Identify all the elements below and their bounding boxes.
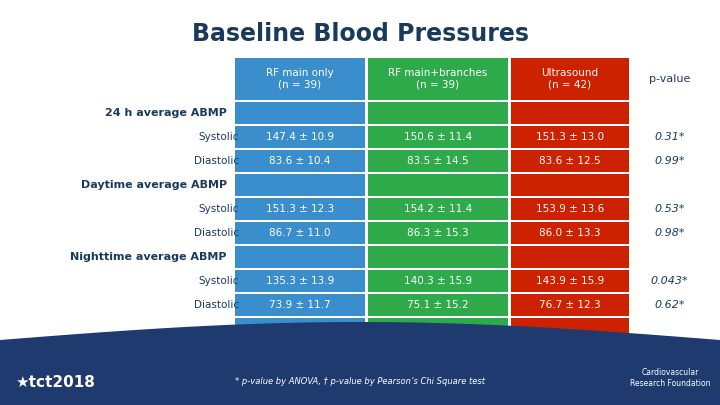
Bar [368,318,508,340]
Text: Diastolic: Diastolic [194,300,239,310]
Bar [235,126,365,148]
Bar [368,102,508,124]
Text: 135.3 ± 13.9: 135.3 ± 13.9 [266,276,334,286]
Bar [0,340,720,405]
Text: 22 (56): 22 (56) [419,348,457,358]
Bar [511,174,629,196]
Text: 0.99*: 0.99* [654,156,685,166]
Text: 151.3 ± 13.0: 151.3 ± 13.0 [536,132,604,142]
Bar [511,294,629,316]
Bar [235,342,365,364]
Bar [368,58,508,100]
Text: 140.3 ± 15.9: 140.3 ± 15.9 [404,276,472,286]
Bar [368,126,508,148]
Bar [368,270,508,292]
Bar [511,270,629,292]
Bar [511,246,629,268]
Bar [511,222,629,244]
Text: 86.0 ± 13.3: 86.0 ± 13.3 [539,228,600,238]
Text: 20 (48): 20 (48) [552,348,589,358]
Bar [511,342,629,364]
Polygon shape [0,322,720,405]
Bar [368,342,508,364]
Text: 0.62*: 0.62* [654,300,685,310]
Text: 83.6 ± 12.5: 83.6 ± 12.5 [539,156,600,166]
Text: Baseline Blood Pressures: Baseline Blood Pressures [192,22,528,46]
Text: 0.53*: 0.53* [654,204,685,214]
Text: Systolic: Systolic [199,204,239,214]
Text: 86.3 ± 15.3: 86.3 ± 15.3 [408,228,469,238]
Bar [368,222,508,244]
Text: Systolic: Systolic [199,132,239,142]
Text: 153.9 ± 13.6: 153.9 ± 13.6 [536,204,604,214]
Text: RF main+branches
(n = 39): RF main+branches (n = 39) [388,68,487,90]
Bar [511,58,629,100]
Bar [235,174,365,196]
Text: Diastolic: Diastolic [194,228,239,238]
Text: Systolic: Systolic [199,276,239,286]
Bar [235,58,365,100]
Text: p-value: p-value [649,74,690,84]
Bar [235,198,365,220]
Text: 143.9 ± 15.9: 143.9 ± 15.9 [536,276,604,286]
Text: 0.043*: 0.043* [651,276,688,286]
Bar [235,222,365,244]
Bar [235,294,365,316]
Bar [235,318,365,340]
Text: Daytime average ABMP: Daytime average ABMP [81,180,227,190]
Text: Cardiovascular
Research Foundation: Cardiovascular Research Foundation [630,368,710,388]
Text: 86.7 ± 11.0: 86.7 ± 11.0 [269,228,330,238]
Bar [511,198,629,220]
Text: 151.3 ± 12.3: 151.3 ± 12.3 [266,204,334,214]
Bar [235,150,365,172]
Bar [511,126,629,148]
Text: 73.9 ± 11.7: 73.9 ± 11.7 [269,300,330,310]
Bar [235,270,365,292]
Text: 75.1 ± 15.2: 75.1 ± 15.2 [408,300,469,310]
Text: 0.98*: 0.98* [654,228,685,238]
Text: Nighttime average ABMP: Nighttime average ABMP [71,252,227,262]
Text: * p-value by ANOVA, † p-value by Pearson’s Chi Square test: * p-value by ANOVA, † p-value by Pearson… [235,377,485,386]
Text: Ultrasound
(n = 42): Ultrasound (n = 42) [541,68,598,90]
Bar [235,246,365,268]
Text: 150.6 ± 11.4: 150.6 ± 11.4 [404,132,472,142]
Bar [511,150,629,172]
Bar [511,318,629,340]
Text: 24 h average ABMP: 24 h average ABMP [105,108,227,118]
Text: 154.2 ± 11.4: 154.2 ± 11.4 [404,204,472,214]
Text: Diastolic: Diastolic [194,156,239,166]
Bar [368,174,508,196]
Text: 20 (51): 20 (51) [282,348,319,358]
Text: 83.6 ± 10.4: 83.6 ± 10.4 [269,156,330,166]
Text: 83.5 ± 14.5: 83.5 ± 14.5 [408,156,469,166]
Text: 76.7 ± 12.3: 76.7 ± 12.3 [539,300,600,310]
Text: 0.31*: 0.31* [654,132,685,142]
Bar [511,102,629,124]
Text: 0.73†: 0.73† [654,348,685,358]
Bar [368,150,508,172]
Text: ★tct2018: ★tct2018 [15,375,95,390]
Text: RF main only
(n = 39): RF main only (n = 39) [266,68,334,90]
Bar [235,102,365,124]
Bar [368,198,508,220]
Text: 147.4 ± 10.9: 147.4 ± 10.9 [266,132,334,142]
Bar [368,246,508,268]
Text: Isolated systolic hypertension (%): Isolated systolic hypertension (%) [14,348,227,358]
Bar [368,294,508,316]
